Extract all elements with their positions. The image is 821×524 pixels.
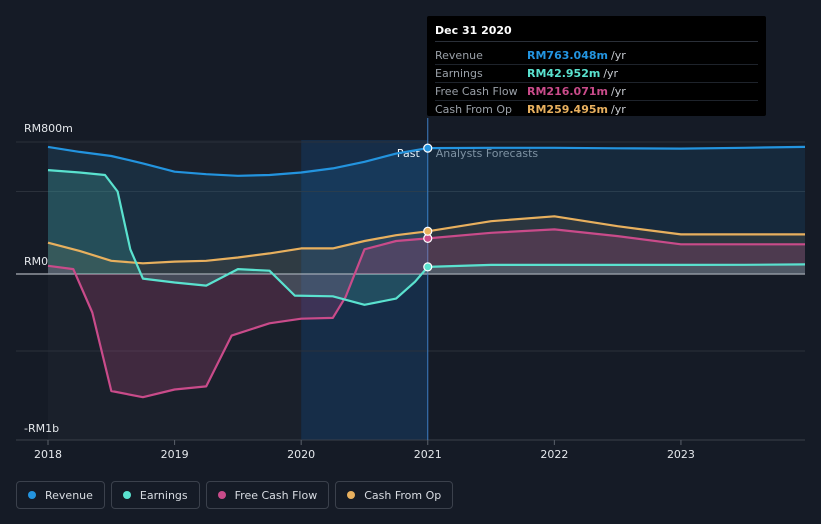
free-cash-flow-line: [47, 228, 805, 399]
legend-item-free-cash-flow[interactable]: Free Cash Flow: [205, 481, 330, 509]
legend: Revenue Earnings Free Cash Flow Cash Fro…: [16, 481, 454, 509]
legend-dot-icon: [217, 491, 226, 499]
tooltip-value: RM259.495m: [527, 103, 608, 116]
x-tick-label: 2021: [414, 448, 442, 461]
tooltip-row-revenue: Revenue RM763.048m /yr: [435, 47, 758, 65]
tooltip-label: Earnings: [435, 67, 483, 80]
tooltip-value: RM763.048m: [527, 49, 608, 62]
tooltip-row-earnings: Earnings RM42.952m /yr: [435, 65, 758, 83]
revenue-marker: [423, 143, 433, 153]
revenue-area: [48, 146, 805, 274]
tooltip-date: Dec 31 2020: [435, 24, 758, 42]
legend-label: Cash From Op: [364, 488, 442, 502]
cash-from-op-line: [47, 215, 805, 265]
tooltip-unit: /yr: [610, 85, 626, 98]
y-tick-label: RM800m: [24, 122, 73, 135]
tooltip-value: RM42.952m: [527, 67, 601, 80]
y-tick-label: RM0: [24, 255, 48, 268]
cash-from-op-marker: [423, 226, 433, 236]
legend-label: Revenue: [45, 488, 93, 502]
tooltip-row-free-cash-flow: Free Cash Flow RM216.071m /yr: [435, 83, 758, 101]
tooltip-row-cash-from-op: Cash From Op RM259.495m /yr: [435, 101, 758, 118]
x-tick-label: 2020: [287, 448, 315, 461]
x-tick-label: 2022: [540, 448, 568, 461]
x-tick-label: 2018: [34, 448, 62, 461]
tooltip-label: Cash From Op: [435, 103, 513, 116]
earnings-marker: [423, 262, 433, 272]
cash-from-op-area: [48, 216, 805, 274]
earnings-line: [47, 169, 806, 306]
tooltip-label: Revenue: [435, 49, 483, 62]
data-tooltip: Dec 31 2020 Revenue RM763.048m /yr Earni…: [427, 16, 766, 116]
legend-label: Free Cash Flow: [234, 488, 318, 502]
tooltip-unit: /yr: [610, 103, 626, 116]
revenue-line: [47, 145, 806, 177]
tooltip-unit: /yr: [603, 67, 619, 80]
earnings-area: [48, 170, 805, 305]
legend-item-revenue[interactable]: Revenue: [16, 481, 105, 509]
legend-dot-icon: [28, 491, 36, 499]
x-tick-label: 2023: [667, 448, 695, 461]
tooltip-unit: /yr: [610, 49, 626, 62]
forecast-label: Analysts Forecasts: [436, 147, 539, 160]
tooltip-label: Free Cash Flow: [435, 85, 518, 98]
x-tick-label: 2019: [161, 448, 189, 461]
legend-item-cash-from-op[interactable]: Cash From Op: [335, 481, 454, 509]
legend-item-earnings[interactable]: Earnings: [110, 481, 200, 509]
legend-dot-icon: [347, 491, 356, 499]
free-cash-flow-area: [48, 229, 805, 398]
y-tick-label: -RM1b: [24, 422, 59, 435]
legend-dot-icon: [122, 491, 131, 499]
tooltip-value: RM216.071m: [527, 85, 608, 98]
legend-label: Earnings: [139, 488, 188, 502]
